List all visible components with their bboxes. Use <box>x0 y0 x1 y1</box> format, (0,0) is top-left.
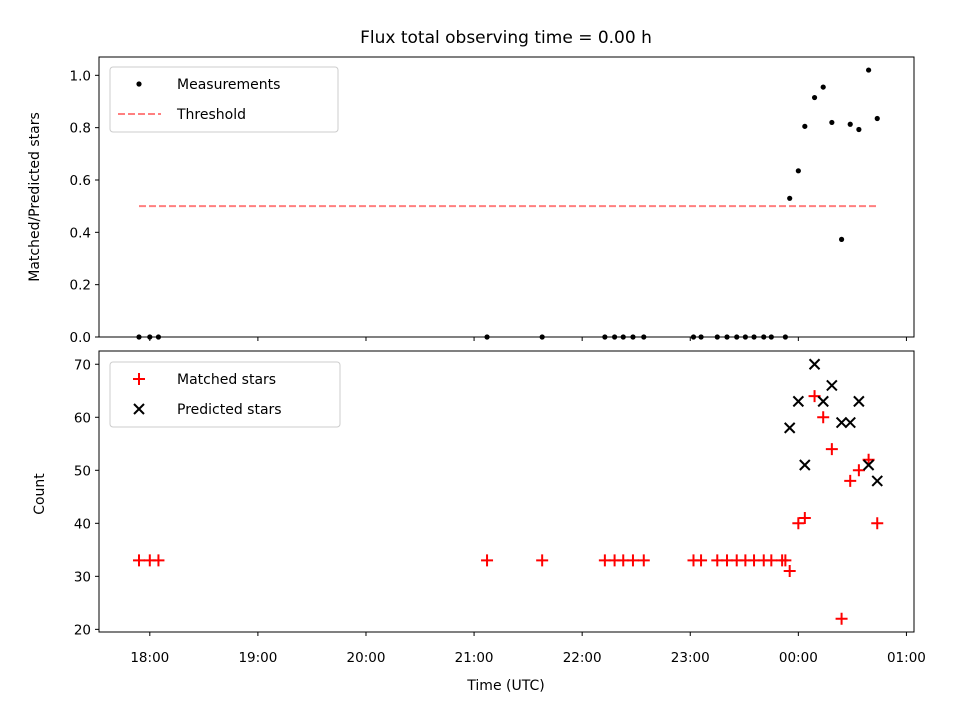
predicted-star-point <box>808 358 821 370</box>
bottom-legend-box <box>109 361 341 428</box>
matched-star-point <box>844 474 857 487</box>
matched-star-point <box>798 512 811 525</box>
top-ytick-label: 0.2 <box>70 278 91 294</box>
top-ytick-label: 0.0 <box>70 330 91 346</box>
chart-title: Flux total observing time = 0.00 h <box>360 28 652 48</box>
matched-star-point <box>695 554 708 567</box>
x-tick-label: 18:00 <box>130 650 169 666</box>
bottom-ytick-label: 50 <box>74 463 91 479</box>
matched-star-point <box>779 554 792 567</box>
top-legend: Measurements Threshold <box>109 66 339 133</box>
bottom-y-axis-label: Count <box>32 473 48 515</box>
measurement-point <box>866 67 872 73</box>
top-y-ticks: 0.0 0.2 0.4 0.6 0.8 1.0 <box>70 68 99 346</box>
bottom-x-ticks: 18:00 19:00 20:00 21:00 22:00 23:00 00:00 01:00 <box>130 632 926 666</box>
legend-label-measurements: Measurements <box>177 77 280 93</box>
bottom-ytick-label: 20 <box>74 622 91 638</box>
measurement-point <box>795 168 801 174</box>
bottom-ytick-label: 60 <box>74 410 91 426</box>
predicted-star-point <box>871 475 883 487</box>
top-panel: 0.0 0.2 0.4 0.6 0.8 1.0 Matched/Predicted sta… <box>27 56 915 346</box>
top-ytick-label: 0.4 <box>70 225 91 241</box>
top-legend-box <box>109 66 339 133</box>
matched-star-point <box>792 517 805 530</box>
x-tick-label: 01:00 <box>887 650 926 666</box>
predicted-star-point <box>844 416 856 429</box>
top-x-ticks <box>149 337 907 341</box>
measurement-point <box>811 94 818 101</box>
matched-star-point <box>152 554 165 567</box>
matched-star-point <box>835 612 848 625</box>
measurement-point <box>802 123 808 129</box>
legend-marker-predicted <box>133 403 145 415</box>
bottom-y-ticks: 20 30 40 50 60 70 <box>74 357 99 638</box>
predicted-star-point <box>783 422 796 434</box>
predicted-star-point <box>862 459 875 471</box>
top-ytick-label: 0.8 <box>70 121 91 137</box>
predicted-star-point <box>853 395 865 408</box>
legend-marker-matched <box>133 373 145 385</box>
matched-star-point <box>626 554 639 567</box>
legend-label-matched: Matched stars <box>177 372 276 388</box>
measurement-point <box>838 236 845 242</box>
top-ytick-label: 0.6 <box>70 173 91 189</box>
measurement-point <box>856 126 862 133</box>
top-axes-frame <box>98 56 915 338</box>
x-tick-label: 20:00 <box>347 650 386 666</box>
x-axis-label: Time (UTC) <box>466 678 544 694</box>
x-tick-label: 00:00 <box>779 650 818 666</box>
matched-star-point <box>536 554 549 567</box>
legend-marker-measurements <box>136 81 142 87</box>
predicted-star-point <box>826 379 838 392</box>
bottom-marks <box>132 358 884 625</box>
x-tick-label: 23:00 <box>671 650 710 666</box>
predicted-star-point <box>792 395 805 408</box>
legend-label-predicted: Predicted stars <box>177 402 282 418</box>
bottom-panel: 20 30 40 50 60 70 18:00 19:00 20:00 21:00 22:00 23… <box>32 350 926 694</box>
x-tick-label: 19:00 <box>238 650 277 666</box>
matched-star-point <box>637 554 650 567</box>
legend-label-threshold: Threshold <box>176 107 246 123</box>
bottom-legend: Matched stars Predicted stars <box>109 361 341 428</box>
predicted-star-point <box>817 395 829 408</box>
matched-star-point <box>825 443 838 456</box>
measurement-point <box>829 119 835 126</box>
x-tick-label: 22:00 <box>563 650 602 666</box>
x-tick-label: 21:00 <box>455 650 494 666</box>
matched-star-point <box>871 517 884 530</box>
matched-star-point <box>765 554 778 567</box>
matched-star-point <box>783 565 796 578</box>
matched-star-point <box>852 464 865 477</box>
measurement-point <box>820 84 826 90</box>
measurement-point <box>874 115 880 122</box>
matched-star-point <box>132 554 145 567</box>
measurement-point <box>847 121 853 127</box>
predicted-star-point <box>799 459 811 471</box>
bottom-axes-frame <box>98 350 915 633</box>
matched-star-point <box>481 554 494 567</box>
top-ytick-label: 1.0 <box>70 68 91 84</box>
bottom-ytick-label: 70 <box>74 357 91 373</box>
bottom-ytick-label: 30 <box>74 569 91 585</box>
predicted-star-point <box>835 416 848 429</box>
bottom-ytick-label: 40 <box>74 516 91 532</box>
top-y-axis-label: Matched/Predicted stars <box>27 112 43 282</box>
measurement-point <box>787 195 793 201</box>
matched-star-point <box>817 411 830 424</box>
